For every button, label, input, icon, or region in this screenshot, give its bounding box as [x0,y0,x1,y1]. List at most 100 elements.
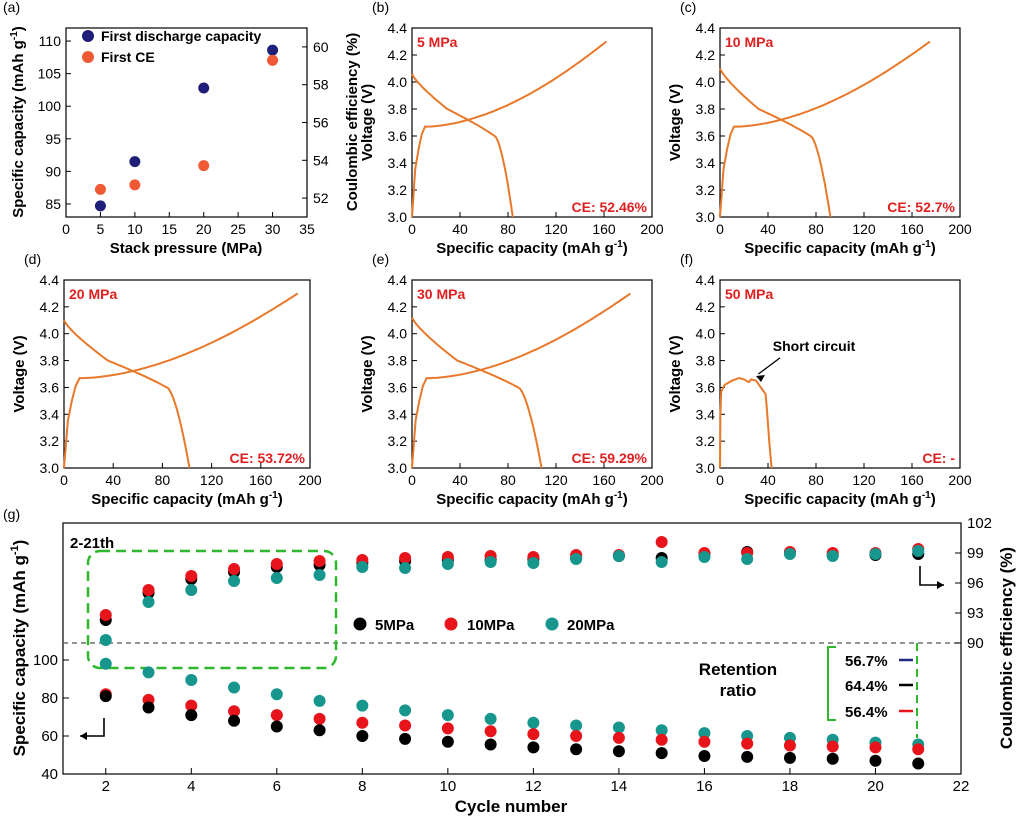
panel-g-right-axis-arrowhead [937,581,944,589]
panel-f-x-tick-label: 120 [852,472,876,488]
panel-g-capacity-20mpa-point [612,721,625,734]
panel-c-x-tick-label: 0 [716,221,724,237]
panel-e-y-tick-label: 3.6 [388,379,408,395]
panel-f-short-curve [719,376,773,469]
panel-g-capacity-5mpa-point [228,714,241,727]
panel-f-short-circuit-arrow [758,357,781,375]
panel-a-points [94,44,279,212]
panel-g-ce-20mpa-point [484,556,497,568]
panel-f-y-tick-label: 3.0 [696,460,716,476]
panel-g-capacity-20mpa-point [185,673,198,686]
panel-e-y-tick-label: 3.8 [388,353,408,369]
panel-f-ce-label: CE: - [922,450,955,466]
panel-c-y-tick-label: 3.8 [696,101,716,117]
panel-a-x-tick-label: 5 [97,221,105,237]
panel-a-x-tick-label: 20 [196,221,212,237]
panel-g-ce-20mpa-point [527,557,540,569]
panel-g-ce-20mpa-point [99,634,112,646]
panel-g-capacity-10mpa-point [912,743,925,756]
panel-g-x-tick-label: 20 [867,778,884,795]
panel-g-capacity-20mpa-point [99,657,112,670]
panel-g-capacity-5mpa-point [655,747,668,760]
panel-g-y-ticks: 40 60 80 100 [33,652,69,783]
panel-g-points [99,536,925,770]
panel-g-y-tick-label: 40 [41,766,58,783]
panel-g-capacity-20mpa-point [484,712,497,725]
panel-g: (g) 2-21th 2 4 6 8 10 12 14 16 18 20 22 406080100 … [3,506,1016,816]
panel-g-y-label: Specific capacity (mAh g-1) [9,540,29,757]
panel-g-capacity-20mpa-point [570,719,583,732]
panel-a-ce-point [94,183,106,195]
panel-f-short-circuit-label: Short circuit [773,338,856,354]
panel-a-capacity-point [267,44,279,56]
panel-e-y-tick-label: 3.2 [388,433,408,449]
panel-f-x-tick-label: 200 [948,472,972,488]
panel-g-range-label: 2-21th [70,535,114,552]
retention-value-10mpa: 64.4% [845,678,888,695]
panel-d: (d) 0 40 80 120 160 200 3.0 3.2 3.4 3.6 3.8 4.0 4.2 4.… [11,251,322,508]
panel-e-y-label: Voltage (V) [359,335,376,412]
panel-g-capacity-10mpa-point [356,716,369,729]
panel-g-y2-label: Coulombic efficiency (%) [997,547,1016,749]
panel-a-y2-label: Coulombic efficiency (%) [344,33,361,211]
panel-a-x-tick-label: 30 [265,221,281,237]
panel-b-x-tick-label: 40 [452,221,468,237]
panel-g-capacity-5mpa-point [869,754,882,767]
panel-g-ce-10mpa-point [270,558,283,570]
panel-d-charge-curve [63,292,299,469]
panel-a-legend-capacity: First discharge capacity [101,28,262,44]
retention-title-line1: Retention [699,660,777,679]
panel-g-capacity-5mpa-point [185,709,198,722]
panel-b-y-tick-label: 3.8 [388,101,408,117]
panel-g-ce-20mpa-point [185,584,198,596]
panel-g-capacity-5mpa-point [783,751,796,764]
panel-e-x-label: Specific capacity (mAh g-1) [436,490,627,508]
panel-g-capacity-20mpa-point [655,724,668,737]
retention-value-5mpa: 56.7% [845,653,888,670]
panel-g-capacity-5mpa-point [912,757,925,770]
panel-g-capacity-5mpa-point [527,741,540,754]
panel-a-y2-ticks: 52 54 56 58 60 [302,39,329,206]
panel-e-y-tick-label: 4.0 [388,326,408,342]
panel-g-capacity-10mpa-point [399,719,412,732]
panel-g-ce-10mpa-point [313,555,326,567]
panel-c-x-tick-label: 160 [900,221,924,237]
panel-c-y-tick-label: 4.2 [696,47,716,63]
panel-g-x-label: Cycle number [455,797,568,816]
panel-a-x-tick-label: 0 [62,221,70,237]
panel-f-x-tick-label: 160 [900,472,924,488]
panel-g-y2-tick-label: 90 [967,635,984,652]
panel-b-x-tick-label: 200 [640,221,664,237]
panel-e-charge-curve [411,292,631,469]
panel-f-y-tick-label: 3.2 [696,433,716,449]
panel-e-y-tick-label: 3.4 [388,406,408,422]
panel-f-x-tick-label: 40 [760,472,776,488]
panel-g-y-tick-label: 60 [41,728,58,745]
panel-a-legend-marker-capacity [82,30,94,42]
panel-f-pressure-label: 50 MPa [725,286,773,302]
panel-f-x-tick-label: 0 [716,472,724,488]
panel-g-capacity-5mpa-point [570,743,583,756]
panel-g-capacity-20mpa-point [228,681,241,694]
panel-b-x-tick-label: 120 [544,221,568,237]
panel-g-ce-10mpa-point [142,584,155,596]
panel-g-x-tick-label: 2 [102,778,110,795]
panel-b-x-tick-label: 0 [408,221,416,237]
panel-e-y-tick-label: 3.0 [388,460,408,476]
panel-g-ce-10mpa-point [99,609,112,621]
panel-c-y-tick-label: 3.6 [696,128,716,144]
panel-b-y-tick-label: 3.4 [388,155,408,171]
panel-a-capacity-point [94,200,106,212]
panel-e-y-tick-label: 4.4 [388,272,408,288]
panel-g-capacity-5mpa-point [99,690,112,703]
panel-b-y-tick-label: 3.6 [388,128,408,144]
panel-a-ce-point [198,160,210,172]
panel-g-x-tick-label: 14 [611,778,628,795]
panel-d-y-tick-label: 3.0 [40,460,60,476]
panel-a-x-label: Stack pressure (MPa) [110,240,263,257]
panel-b-frame [411,27,653,218]
panel-b-discharge-curve [411,73,514,218]
panel-f-short-circuit-arrowhead [756,375,765,383]
panel-g-ce-20mpa-point [741,553,754,565]
